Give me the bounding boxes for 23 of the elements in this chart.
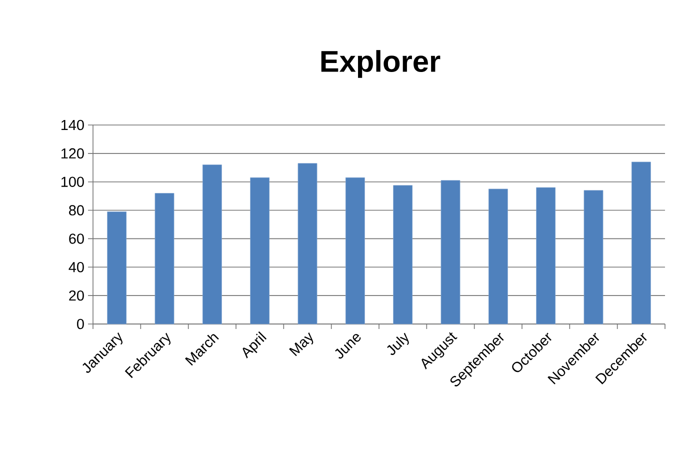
bar	[154, 193, 174, 324]
bar	[631, 162, 651, 324]
y-tick-label: 120	[61, 148, 84, 159]
bar	[250, 177, 270, 324]
bar	[202, 164, 222, 324]
x-tick-label: July	[387, 332, 409, 356]
y-tick-label: 60	[69, 234, 84, 244]
y-tick-label: 40	[68, 262, 84, 272]
bar	[107, 212, 127, 324]
y-tick-label: 0	[77, 318, 84, 330]
bar	[440, 180, 460, 324]
chart-title: Explorer	[321, 50, 440, 78]
bar	[488, 188, 508, 324]
bar	[298, 163, 318, 324]
bar	[345, 177, 365, 324]
y-tick-label: 80	[69, 205, 84, 216]
y-tick-label: 100	[61, 176, 84, 187]
y-tick-label: 140	[61, 120, 84, 130]
x-tick-label: May	[289, 332, 314, 356]
bar	[584, 190, 604, 324]
bar	[393, 185, 413, 324]
bar	[536, 187, 556, 324]
y-tick-label: 20	[69, 290, 84, 301]
